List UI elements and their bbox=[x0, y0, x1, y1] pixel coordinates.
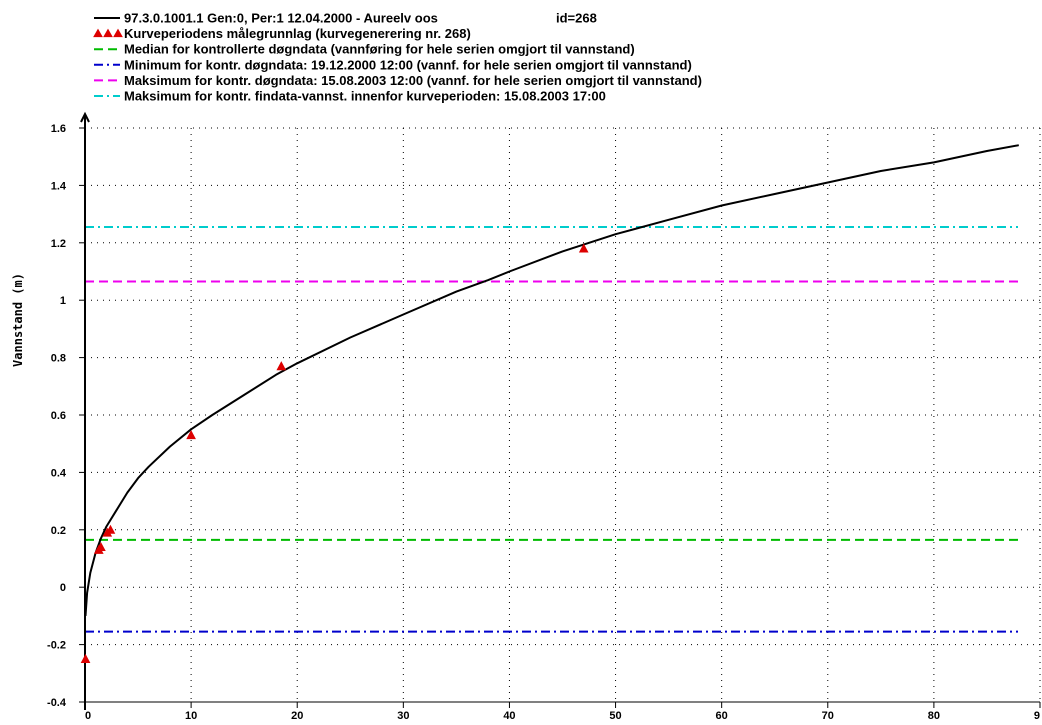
measurement-point bbox=[105, 524, 116, 534]
x-tick-label: 60 bbox=[716, 710, 728, 722]
x-tick-label: 40 bbox=[503, 710, 515, 722]
x-tick-label: 10 bbox=[185, 710, 197, 722]
measurement-point bbox=[80, 653, 91, 663]
legend-marker bbox=[93, 28, 103, 38]
legend-id-label: id=268 bbox=[556, 11, 597, 26]
y-tick-label: 1.4 bbox=[51, 180, 67, 192]
y-tick-label: -0.4 bbox=[47, 697, 67, 709]
legend-label-4: Minimum for kontr. døgndata: 19.12.2000 … bbox=[124, 57, 692, 72]
legend-marker bbox=[103, 28, 113, 38]
y-tick-label: 1 bbox=[60, 295, 66, 307]
x-tick-label: 0 bbox=[85, 710, 91, 722]
grid bbox=[85, 127, 1041, 703]
measurement-point bbox=[276, 361, 287, 371]
axes bbox=[80, 111, 1040, 710]
y-tick-label: 0.2 bbox=[51, 525, 66, 537]
rating-curve-line bbox=[84, 144, 1019, 616]
tick-labels: -0.4 -0.2 0 0.2 0.4 0.6 0.8 1 1.2 1.4 1.6 0 10 20 30 40… bbox=[47, 123, 1041, 722]
measurement-points bbox=[80, 243, 589, 663]
y-tick-label: -0.2 bbox=[47, 640, 66, 652]
legend-label-6: Maksimum for kontr. findata-vannst. inne… bbox=[124, 89, 606, 104]
y-axis-title: Vannstand (m) bbox=[11, 273, 25, 367]
y-tick-label: 0.6 bbox=[51, 410, 66, 422]
y-tick-label: 0.4 bbox=[51, 467, 67, 479]
legend-label-3: Median for kontrollerte døgndata (vannfø… bbox=[124, 42, 635, 57]
x-tick-label: 20 bbox=[291, 710, 303, 722]
legend-label-1: 97.3.0.1001.1 Gen:0, Per:1 12.04.2000 - … bbox=[124, 11, 438, 26]
y-tick-label: 1.6 bbox=[51, 123, 66, 135]
measurement-point bbox=[578, 243, 589, 253]
measurement-point bbox=[186, 430, 196, 440]
y-tick-label: 0 bbox=[60, 582, 66, 594]
legend-marker bbox=[113, 28, 123, 38]
y-axis-arrow bbox=[80, 111, 90, 123]
y-tick-label: 0.8 bbox=[51, 353, 66, 365]
x-tick-label: 9 bbox=[1034, 710, 1040, 722]
legend: 97.3.0.1001.1 Gen:0, Per:1 12.04.2000 - … bbox=[93, 11, 702, 104]
rating-curve bbox=[84, 144, 1019, 616]
y-tick-label: 1.2 bbox=[51, 238, 66, 250]
legend-label-2: Kurveperiodens målegrunnlag (kurvegenere… bbox=[124, 26, 471, 41]
legend-label-5: Maksimum for kontr. døgndata: 15.08.2003… bbox=[124, 73, 702, 88]
x-tick-label: 70 bbox=[822, 710, 834, 722]
reference-lines bbox=[85, 226, 1018, 633]
x-tick-label: 30 bbox=[397, 710, 409, 722]
x-tick-label: 50 bbox=[609, 710, 621, 722]
measurement-point bbox=[96, 541, 106, 552]
x-tick-label: 80 bbox=[928, 710, 940, 722]
